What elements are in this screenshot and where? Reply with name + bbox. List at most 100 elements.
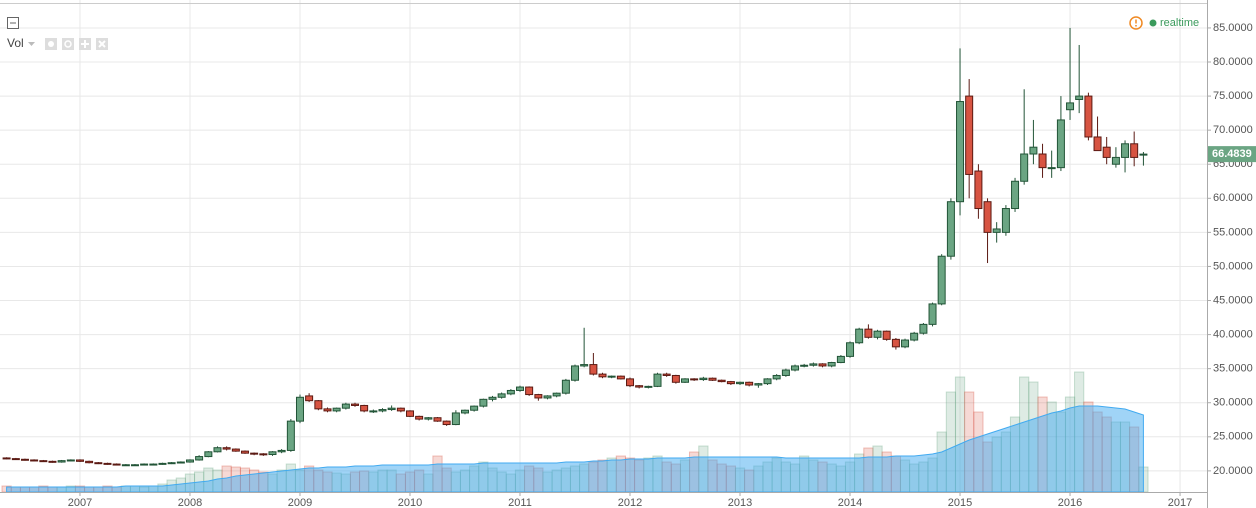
status: realtime <box>1129 16 1199 30</box>
y-tick-label: 85.0000 <box>1213 22 1253 34</box>
candle-body <box>415 415 424 420</box>
candle-body <box>75 459 84 462</box>
x-tick-label: 2008 <box>178 497 202 508</box>
candle-body <box>451 412 460 426</box>
candle-body <box>525 386 534 396</box>
candle-body <box>653 373 662 387</box>
candle-body <box>781 369 790 376</box>
candle-body <box>873 330 882 338</box>
y-tick-label: 50.0000 <box>1213 260 1253 272</box>
x-tick-label: 2017 <box>1168 497 1192 508</box>
candle-body <box>488 396 497 400</box>
candle-body <box>369 410 378 413</box>
candle-body <box>66 459 75 462</box>
candle-body <box>882 330 891 340</box>
grid <box>0 0 1207 492</box>
candle-body <box>387 407 396 411</box>
candle-body <box>855 328 864 344</box>
candle-body <box>946 201 955 257</box>
candle-body <box>350 403 359 406</box>
candle-body <box>671 374 680 383</box>
warning-icon[interactable] <box>1129 16 1143 30</box>
candle-body <box>910 332 919 341</box>
candle-body <box>1084 95 1093 138</box>
candle-body <box>1038 153 1047 169</box>
candle-body <box>616 375 625 380</box>
candle-body <box>277 449 286 453</box>
candle-body <box>11 458 20 461</box>
candle-body <box>1066 102 1075 111</box>
candle-body <box>534 394 543 399</box>
x-tick-label: 2007 <box>68 497 92 508</box>
candle-body <box>561 379 570 394</box>
candle-body <box>140 463 149 466</box>
candle-body <box>745 381 754 386</box>
candle-body <box>222 447 231 450</box>
candle-body <box>1139 153 1148 156</box>
y-tick-label: 30.0000 <box>1213 397 1253 409</box>
settings-button[interactable] <box>62 38 74 50</box>
candle-body <box>57 460 66 463</box>
candle-body <box>635 385 644 388</box>
candle-body <box>433 417 442 422</box>
gear-icon <box>64 40 72 48</box>
candle-body <box>396 407 405 412</box>
candle-body <box>1102 146 1111 158</box>
candle-body <box>772 374 781 380</box>
candle-body <box>901 339 910 348</box>
candle-body <box>323 408 332 412</box>
candle-body <box>919 323 928 334</box>
candle-body <box>48 460 57 463</box>
candle-body <box>1011 180 1020 210</box>
volume-ma-area <box>6 405 1144 493</box>
axes: 20.0000 25.0000 30.0000 35.0000 40.0000 45.00… <box>68 22 1256 508</box>
candle-body <box>1093 136 1102 152</box>
candle-body <box>268 451 277 456</box>
candle-body <box>681 378 690 383</box>
candle-body <box>516 386 525 391</box>
candle-body <box>571 365 580 381</box>
candle-body <box>360 404 369 412</box>
candle-body <box>30 459 39 462</box>
candle-body <box>726 381 735 385</box>
y-tick-label: 35.0000 <box>1213 363 1253 375</box>
candle-body <box>552 392 561 397</box>
indicator-label: Vol <box>7 36 24 50</box>
candle-body <box>736 381 745 385</box>
indicator-menu[interactable] <box>28 42 35 46</box>
candle-body <box>305 395 314 402</box>
candle-body <box>937 255 946 305</box>
candle-body <box>1056 119 1065 169</box>
candle-body <box>928 303 937 325</box>
y-tick-label: 45.0000 <box>1213 294 1253 306</box>
candle-body <box>121 464 130 467</box>
candle-body <box>341 403 350 409</box>
last-price-label: 66.4839 <box>1212 148 1252 160</box>
candle-body <box>754 383 763 386</box>
candle-body <box>644 385 653 388</box>
candle-body <box>1130 143 1139 158</box>
candle-body <box>800 364 809 367</box>
candle-body <box>231 448 240 452</box>
candle-body <box>1047 167 1056 170</box>
candle-body <box>240 450 249 454</box>
candle-body <box>195 456 204 461</box>
candle-body <box>992 228 1001 233</box>
eye-icon <box>48 41 54 47</box>
x-tick-label: 2012 <box>618 497 642 508</box>
candle-body <box>818 363 827 367</box>
candle-body <box>497 393 506 398</box>
candle-body <box>699 377 708 381</box>
candle-body <box>974 170 983 210</box>
y-tick-label: 40.0000 <box>1213 328 1253 340</box>
realtime-dot <box>1149 19 1157 27</box>
candle-body <box>809 363 818 366</box>
candle-body <box>598 373 607 378</box>
legend-controls: Vol <box>7 17 108 50</box>
candle-body <box>158 462 167 465</box>
candle-body <box>130 464 139 467</box>
x-tick-label: 2014 <box>838 497 862 508</box>
candle-body <box>1111 156 1120 165</box>
